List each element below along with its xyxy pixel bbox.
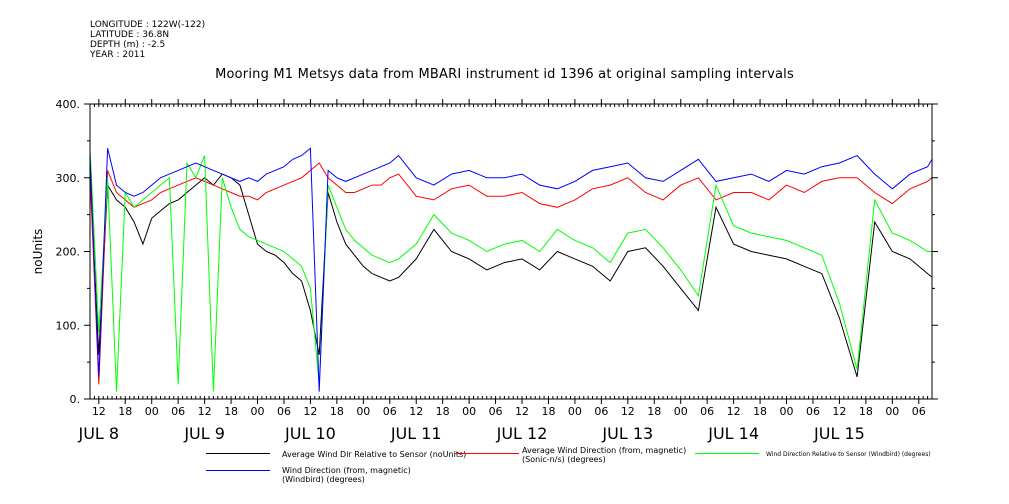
legend-label-avg-wind-dir-rel: Average Wind Dir Relative to Sensor (noU… <box>282 450 467 459</box>
x-tick-label: 00 <box>674 405 688 418</box>
x-tick-label: 06 <box>489 405 503 418</box>
day-label: JUL 8 <box>78 424 120 443</box>
x-tick-label: 12 <box>727 405 741 418</box>
x-tick-label: 00 <box>885 405 899 418</box>
x-tick-label: 12 <box>198 405 212 418</box>
plot-frame <box>89 103 933 400</box>
legend-label-wind-dir-rel-windbird: Wind Direction Relative to Sensor (Windb… <box>766 451 931 458</box>
series-line-1 <box>89 162 933 385</box>
x-tick-label: 06 <box>277 405 291 418</box>
day-label: JUL 10 <box>284 424 336 443</box>
latitude-text: LATITUDE : 36.8N <box>90 30 170 40</box>
legend-line-wind-dir-from-windbird <box>206 470 270 471</box>
x-tick-label: 12 <box>515 405 529 418</box>
legend-line-avg-wind-dir-from <box>455 453 519 454</box>
x-tick-label: 18 <box>859 405 873 418</box>
chart-title: Mooring M1 Metsys data from MBARI instru… <box>215 67 794 82</box>
y-tick-label: 400. <box>56 98 81 111</box>
x-tick-label: 12 <box>303 405 317 418</box>
x-tick-label: 18 <box>647 405 661 418</box>
x-tick-label: 06 <box>171 405 185 418</box>
x-tick-label: 06 <box>700 405 714 418</box>
x-tick-label: 00 <box>568 405 582 418</box>
day-label: JUL 12 <box>496 424 548 443</box>
x-tick-label: 12 <box>92 405 106 418</box>
x-tick-label: 18 <box>330 405 344 418</box>
x-tick-label: 06 <box>806 405 820 418</box>
longitude-text: LONGITUDE : 122W(-122) <box>90 20 206 30</box>
day-label: JUL 9 <box>183 424 225 443</box>
axis-layer: 0. 100. 200. 300. 400. 12 18 00 06 12 18 00 06 12 18 00… <box>56 98 938 443</box>
legend-line-wind-dir-rel-windbird <box>695 453 759 454</box>
series-line-3 <box>89 147 933 392</box>
x-tick-label: 18 <box>753 405 767 418</box>
y-axis-label: noUnits <box>31 229 45 275</box>
x-tick-label: 00 <box>780 405 794 418</box>
x-tick-label: 00 <box>145 405 159 418</box>
year-text: YEAR : 2011 <box>90 50 146 60</box>
x-tick-label: 18 <box>224 405 238 418</box>
legend-label-wind-dir-from-windbird: Wind Direction (from, magnetic) (Windbir… <box>282 466 411 484</box>
y-tick-label: 300. <box>56 172 81 185</box>
x-tick-label: 00 <box>251 405 265 418</box>
series-line-0 <box>89 170 933 378</box>
depth-text: DEPTH (m) : -2.5 <box>90 40 166 50</box>
series-layer <box>89 147 933 392</box>
y-tick-label: 0. <box>70 393 81 406</box>
y-tick-label: 100. <box>56 319 81 332</box>
day-label: JUL 14 <box>707 424 759 443</box>
metadata-block: LONGITUDE : 122W(-122) LATITUDE : 36.8N … <box>90 20 205 60</box>
day-label: JUL 13 <box>601 424 653 443</box>
x-tick-label: 18 <box>118 405 132 418</box>
x-tick-label: 06 <box>383 405 397 418</box>
x-tick-label: 18 <box>436 405 450 418</box>
legend-label-avg-wind-dir-from: Average Wind Direction (from, magnetic) … <box>522 446 687 464</box>
y-tick-label: 200. <box>56 246 81 259</box>
day-label: JUL 11 <box>390 424 442 443</box>
x-tick-label: 06 <box>912 405 926 418</box>
day-label: JUL 15 <box>813 424 865 443</box>
x-tick-label: 00 <box>462 405 476 418</box>
x-tick-label: 00 <box>356 405 370 418</box>
x-tick-label: 06 <box>594 405 608 418</box>
x-tick-label: 18 <box>541 405 555 418</box>
x-tick-label: 12 <box>621 405 635 418</box>
series-line-2 <box>89 148 932 392</box>
x-tick-label: 12 <box>832 405 846 418</box>
x-tick-label: 12 <box>409 405 423 418</box>
legend-line-avg-wind-dir-rel <box>206 453 270 454</box>
